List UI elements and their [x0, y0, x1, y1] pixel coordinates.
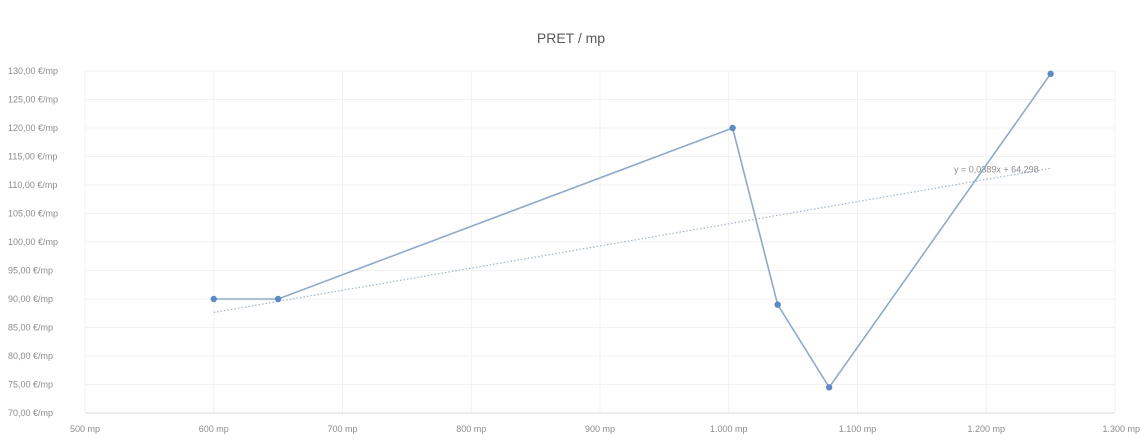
- x-tick-label: 1.100 mp: [839, 424, 877, 434]
- y-tick-label: 125,00 €/mp: [8, 95, 58, 105]
- y-tick-label: 130,00 €/mp: [8, 66, 58, 76]
- y-tick-label: 90,00 €/mp: [8, 294, 53, 304]
- series-line: [213, 73, 1052, 389]
- y-tick-label: 120,00 €/mp: [8, 123, 58, 133]
- x-tick-label: 500 mp: [70, 424, 100, 434]
- x-tick-label: 1.000 mp: [710, 424, 748, 434]
- x-tick-label: 900 mp: [585, 424, 615, 434]
- trendline: [213, 167, 1051, 314]
- y-tick-label: 85,00 €/mp: [8, 323, 53, 333]
- data-point: [825, 384, 833, 391]
- y-tick-label: 75,00 €/mp: [8, 380, 53, 390]
- y-tick-label: 100,00 €/mp: [8, 237, 58, 247]
- x-tick-label: 800 mp: [456, 424, 486, 434]
- data-point: [774, 301, 781, 308]
- trendline-equation: y = 0,0389x + 64,298: [954, 164, 1039, 174]
- y-tick-label: 110,00 €/mp: [8, 180, 57, 190]
- data-point: [210, 295, 217, 303]
- data-point: [274, 295, 282, 303]
- y-tick-label: 95,00 €/mp: [8, 266, 53, 276]
- data-point: [729, 124, 736, 132]
- x-tick-label: 1.200 mp: [967, 424, 1005, 434]
- y-tick-label: 115,00 €/mp: [8, 152, 57, 162]
- data-point: [1047, 70, 1054, 78]
- x-tick-label: 700 mp: [327, 424, 357, 434]
- x-tick-label: 600 mp: [199, 424, 229, 434]
- y-tick-label: 80,00 €/mp: [8, 351, 53, 361]
- x-tick-label: 1.300 mp: [1102, 424, 1140, 434]
- chart-title: PRET / mp: [536, 30, 606, 46]
- y-tick-label: 70,00 €/mp: [8, 408, 53, 418]
- y-tick-label: 105,00 €/mp: [8, 209, 58, 219]
